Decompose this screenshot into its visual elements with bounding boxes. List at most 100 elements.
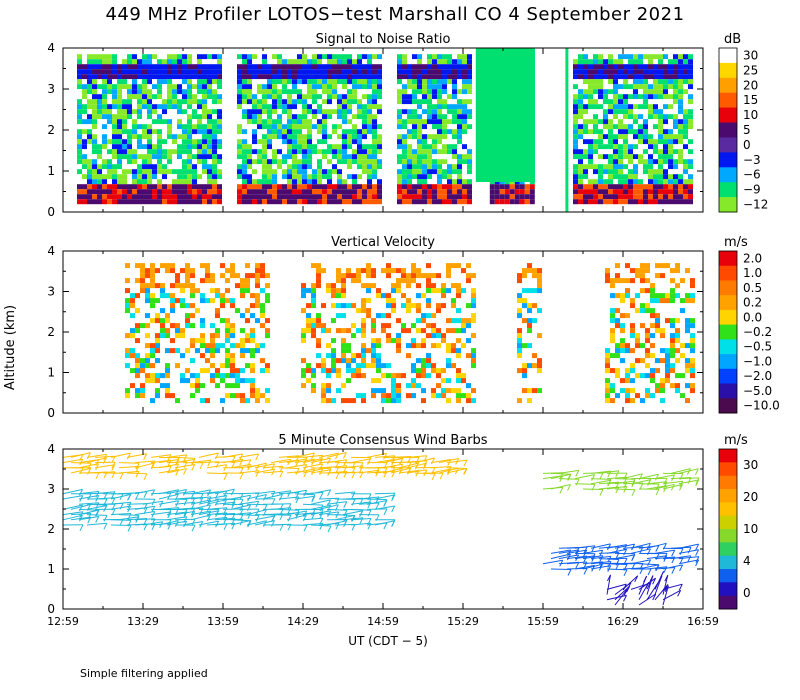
colorbar-swatch <box>719 62 737 79</box>
colorbar-swatch <box>719 398 737 414</box>
panel-title: 5 Minute Consensus Wind Barbs <box>278 433 487 448</box>
colorbar-swatch <box>719 569 737 583</box>
colorbar-label: 30 <box>743 458 758 472</box>
colorbar-label: 10 <box>743 522 758 536</box>
snr-noise-line <box>565 48 569 212</box>
heatmap-segment-1 <box>237 54 382 205</box>
colorbar-label: 10 <box>743 108 758 122</box>
y-tick-label: 4 <box>47 41 55 55</box>
heatmap-segment-1 <box>301 263 476 404</box>
colorbar-swatch <box>719 462 737 477</box>
y-tick-label: 3 <box>47 82 55 96</box>
y-tick-label: 0 <box>47 205 55 219</box>
snr-noise-band <box>475 48 535 182</box>
colorbar-label: −9 <box>743 183 761 197</box>
y-tick-label: 1 <box>47 562 55 576</box>
y-tick-label: 3 <box>47 285 55 299</box>
heatmap-segment-3 <box>605 263 695 404</box>
colorbar-label: 0.2 <box>743 296 762 310</box>
colorbar-horizontal_wind <box>718 448 738 610</box>
footnote: Simple filtering applied <box>80 667 208 680</box>
colorbar-swatch <box>719 475 737 490</box>
colorbar-label: 2.0 <box>743 251 762 265</box>
colorbar-label: −10.0 <box>743 399 780 413</box>
y-tick-label: 2 <box>47 522 55 536</box>
colorbar-swatch <box>719 582 737 597</box>
barb-layer-4 <box>606 571 683 606</box>
colorbar-label: −5.0 <box>743 384 772 398</box>
colorbar-swatch <box>719 368 737 384</box>
colorbar-swatch <box>719 324 737 340</box>
heatmap-segment-2 <box>397 54 472 205</box>
x-tick-label: 16:29 <box>607 615 639 628</box>
colorbar-swatch <box>719 265 737 281</box>
colorbar-swatch <box>719 449 737 463</box>
colorbar-label: −0.5 <box>743 340 772 354</box>
colorbar-swatch <box>719 529 737 543</box>
colorbar-frame <box>718 250 738 414</box>
colorbar-swatch <box>719 182 737 198</box>
colorbar-label: 5 <box>743 123 751 137</box>
x-axis-label: UT (CDT − 5) <box>348 634 428 648</box>
colorbar-frame <box>718 448 738 610</box>
x-tick-label: 15:59 <box>527 615 559 628</box>
y-tick-label: 2 <box>47 123 55 137</box>
colorbar-label: 0.0 <box>743 310 762 324</box>
colorbar-label: 1.0 <box>743 266 762 280</box>
colorbar-label: 15 <box>743 93 758 107</box>
panel-vertical_velocity <box>62 250 738 414</box>
colorbar-label: 0.5 <box>743 281 762 295</box>
colorbar-swatch <box>719 48 737 64</box>
y-tick-label: 0 <box>47 602 55 616</box>
x-tick-label: 15:29 <box>447 615 479 628</box>
colorbar-label: −6 <box>743 168 761 182</box>
colorbar-label: 4 <box>743 554 751 568</box>
colorbar-label: 20 <box>743 490 758 504</box>
y-tick-label: 0 <box>47 406 55 420</box>
colorbar-unit: m/s <box>724 433 748 448</box>
y-tick-label: 4 <box>47 244 55 258</box>
y-tick-label: 4 <box>47 442 55 456</box>
colorbar-swatch <box>719 137 737 153</box>
colorbar-swatch <box>719 542 737 557</box>
x-tick-label: 16:59 <box>687 615 719 628</box>
heatmap-segment-0 <box>77 54 222 205</box>
colorbar-swatch <box>719 92 737 109</box>
colorbar-swatch <box>719 107 737 123</box>
colorbar-swatch <box>719 295 737 311</box>
colorbar-vertical_velocity <box>718 250 738 414</box>
colorbar-label: 0 <box>743 586 751 600</box>
colorbar-snr <box>718 47 738 213</box>
colorbar-label: −12 <box>743 198 768 212</box>
panel-horizontal_wind <box>62 448 738 610</box>
colorbar-swatch <box>719 502 737 517</box>
colorbar-label: 25 <box>743 63 758 77</box>
colorbar-swatch <box>719 309 737 326</box>
colorbar-swatch <box>719 152 737 168</box>
colorbar-swatch <box>719 77 737 94</box>
x-tick-label: 12:59 <box>47 615 79 628</box>
x-tick-label: 14:59 <box>367 615 399 628</box>
colorbar-swatch <box>719 197 737 213</box>
y-tick-label: 1 <box>47 366 55 380</box>
colorbar-swatch <box>719 595 737 610</box>
heatmap-segment-2 <box>517 263 542 404</box>
y-tick-label: 3 <box>47 482 55 496</box>
colorbar-frame <box>718 47 738 213</box>
barb-layer-0 <box>62 452 468 481</box>
colorbar-label: 0 <box>743 138 751 152</box>
heatmap-segment-4 <box>573 54 693 205</box>
x-tick-label: 13:59 <box>207 615 239 628</box>
barb-layer-1 <box>542 468 700 496</box>
colorbar-label: −1.0 <box>743 354 772 368</box>
x-tick-label: 13:29 <box>127 615 159 628</box>
heatmap-segment-0 <box>125 263 270 404</box>
colorbar-label: 20 <box>743 78 758 92</box>
colorbar-swatch <box>719 167 737 183</box>
panel-snr <box>62 47 738 213</box>
chart-title: 449 MHz Profiler LOTOS−test Marshall CO … <box>105 4 685 25</box>
colorbar-swatch <box>719 354 737 370</box>
colorbar-swatch <box>719 515 737 530</box>
y-tick-label: 1 <box>47 164 55 178</box>
